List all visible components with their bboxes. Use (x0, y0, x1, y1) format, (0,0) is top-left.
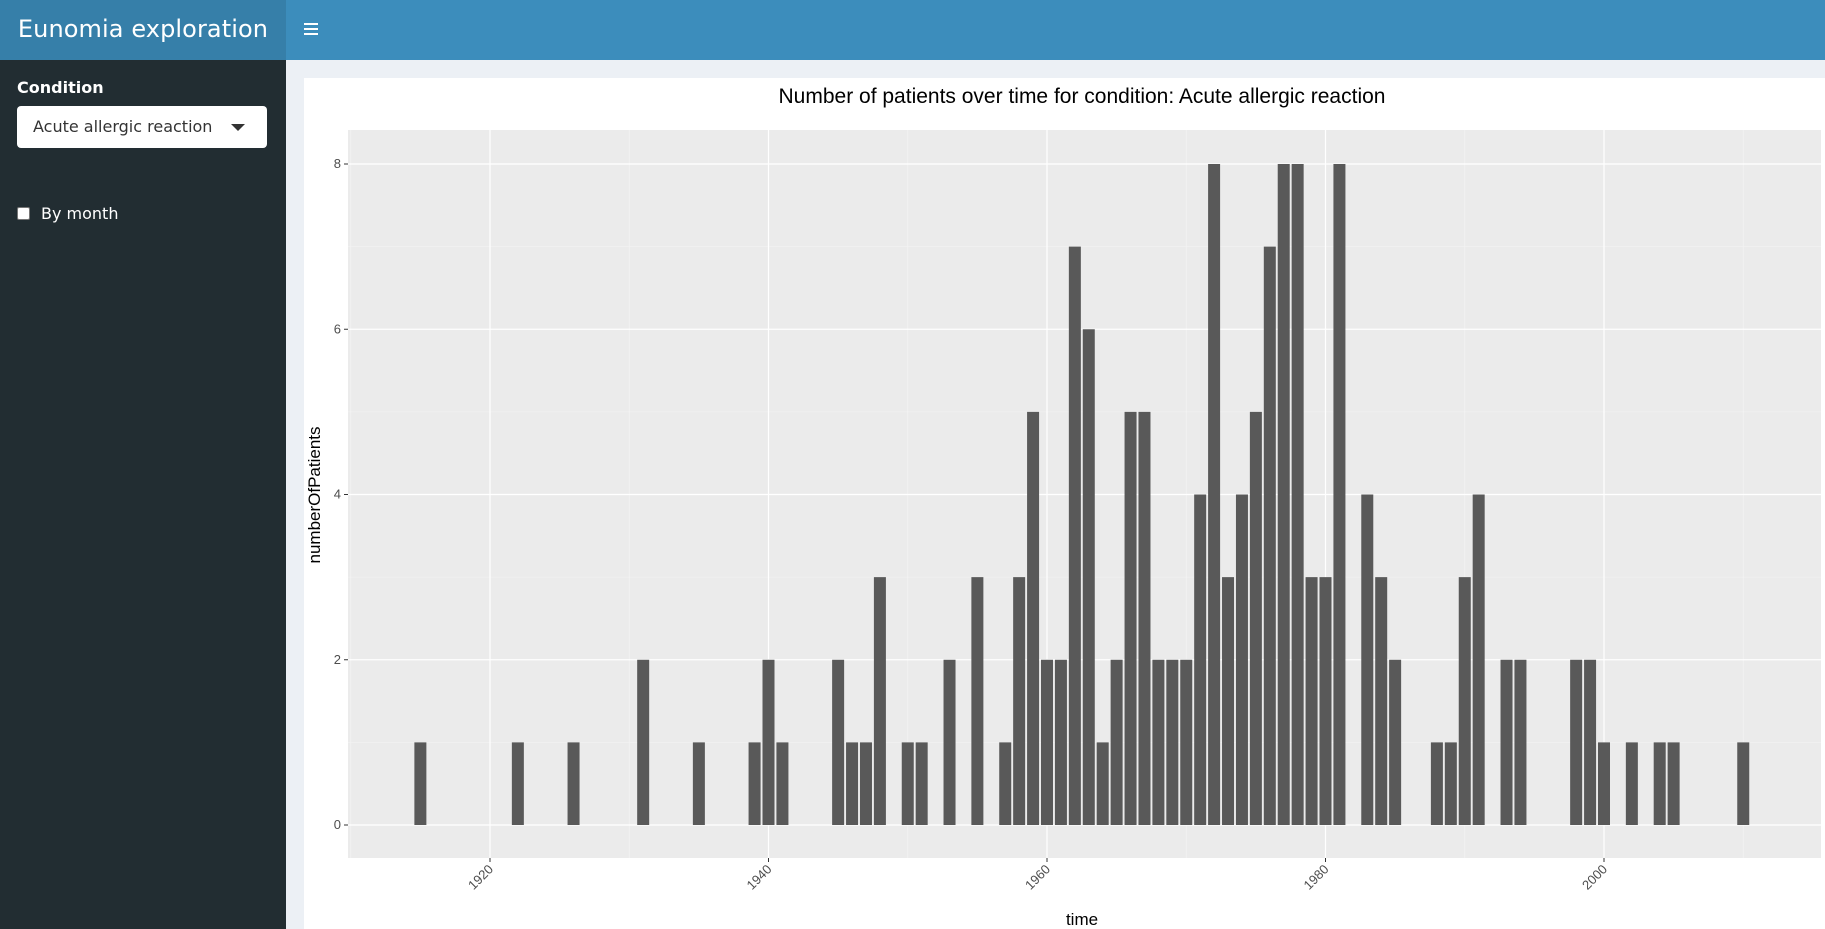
hamburger-line (304, 28, 318, 30)
condition-label: Condition (17, 78, 104, 97)
bar (1514, 659, 1527, 825)
bar (915, 742, 928, 825)
bar (1625, 742, 1638, 825)
top-navbar: Eunomia exploration (0, 0, 1825, 60)
bar (1138, 411, 1151, 825)
bar-chart: 0 2 4 6 8 1920 1940 1960 1980 2000 Number of patie… (305, 85, 1821, 929)
bar (1375, 577, 1388, 825)
bar (748, 742, 761, 825)
bar (1041, 659, 1053, 825)
bar (873, 577, 886, 825)
bar (1152, 659, 1165, 825)
x-axis-title: time (1066, 910, 1098, 929)
bar (1319, 577, 1332, 825)
x-tick-label: 1980 (1301, 862, 1332, 893)
bar (999, 742, 1012, 825)
bar (1013, 577, 1026, 825)
bar (1180, 659, 1193, 825)
y-axis-title: numberOfPatients (305, 426, 324, 563)
bar (1263, 246, 1276, 825)
bar (859, 742, 872, 825)
by-month-checkbox[interactable] (17, 207, 30, 220)
bar (846, 742, 859, 825)
by-month-label: By month (41, 204, 119, 223)
bar (1222, 577, 1235, 825)
bar (1737, 742, 1750, 825)
bar (1598, 742, 1610, 825)
hamburger-icon[interactable] (298, 14, 326, 44)
bar (1054, 659, 1067, 825)
bar (901, 742, 914, 825)
bar (1194, 494, 1207, 825)
sidebar: Condition Acute allergic reaction By mon… (0, 60, 286, 929)
hamburger-line (304, 23, 318, 25)
bar (511, 742, 524, 825)
condition-selected-value: Acute allergic reaction (33, 117, 213, 136)
x-tick-label: 2000 (1579, 862, 1610, 893)
app-title[interactable]: Eunomia exploration (0, 0, 286, 60)
x-tick-label: 1940 (744, 862, 775, 893)
bar (1667, 742, 1680, 825)
bar (1166, 659, 1179, 825)
bar (1096, 742, 1109, 825)
bar (1333, 164, 1346, 825)
chart-title: Number of patients over time for conditi… (779, 85, 1386, 108)
bar (1124, 411, 1137, 825)
bar (1653, 742, 1666, 825)
bar (1249, 411, 1262, 825)
chevron-down-icon (231, 124, 245, 131)
bar (1584, 659, 1597, 825)
bar (637, 659, 650, 825)
bar (1027, 411, 1040, 825)
bar (943, 659, 956, 825)
bar (1430, 742, 1443, 825)
bar (567, 742, 580, 825)
bar (414, 742, 427, 825)
bar (1458, 577, 1471, 825)
bar (1082, 329, 1095, 825)
bar (1305, 577, 1318, 825)
bar (1235, 494, 1248, 825)
y-tick-label: 0 (334, 817, 341, 832)
hamburger-line (304, 33, 318, 35)
x-tick-label: 1920 (465, 862, 496, 893)
bar (1389, 659, 1402, 825)
bar (1291, 164, 1304, 825)
bar (1277, 164, 1290, 825)
bar (971, 577, 984, 825)
y-tick-label: 2 (334, 652, 341, 667)
bar (1110, 659, 1123, 825)
y-tick-label: 4 (334, 487, 341, 502)
by-month-toggle[interactable]: By month (17, 204, 118, 223)
x-tick-label: 1960 (1022, 862, 1053, 893)
bar (1361, 494, 1374, 825)
condition-select[interactable]: Acute allergic reaction (17, 106, 267, 148)
y-tick-label: 8 (334, 156, 341, 171)
bar (1570, 659, 1583, 825)
bar (832, 659, 845, 825)
bar (1500, 659, 1513, 825)
bar (1472, 494, 1485, 825)
bar (776, 742, 789, 825)
bar (692, 742, 705, 825)
bar (1208, 164, 1221, 825)
bar (762, 659, 775, 825)
bar (1444, 742, 1457, 825)
plot-container: 0 2 4 6 8 1920 1940 1960 1980 2000 Number of patie… (304, 78, 1825, 929)
y-tick-label: 6 (334, 321, 341, 336)
bar (1068, 246, 1081, 825)
